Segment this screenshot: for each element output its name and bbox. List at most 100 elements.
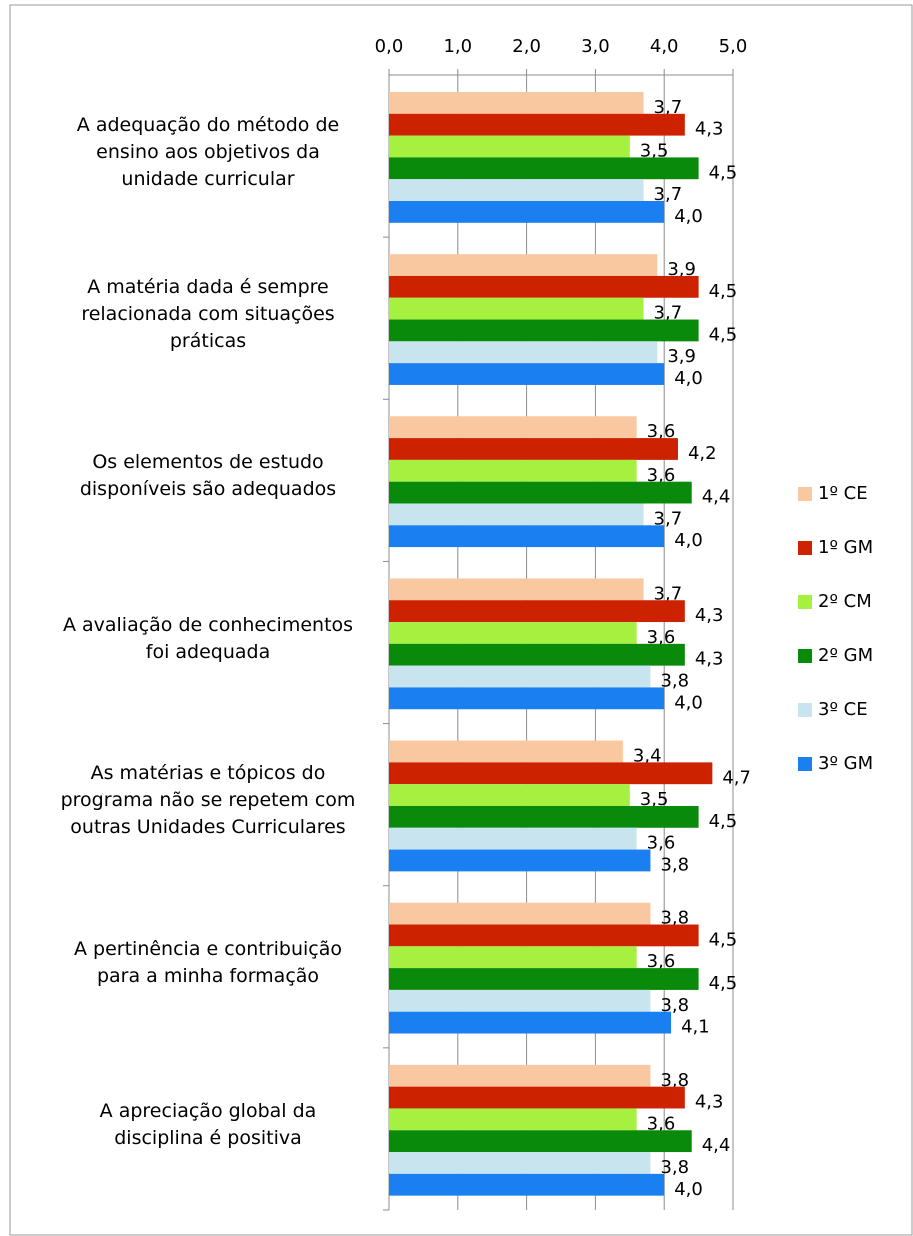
data-label: 4,3 xyxy=(695,119,724,140)
data-label: 4,5 xyxy=(709,162,738,183)
frame xyxy=(9,4,913,1236)
data-label: 3,7 xyxy=(654,303,683,324)
data-label: 3,5 xyxy=(640,141,669,162)
category-label: Os elementos de estudo disponíveis são a… xyxy=(79,451,337,501)
data-label: 3,5 xyxy=(640,789,669,810)
bar xyxy=(389,1152,651,1174)
legend-label: 2º CM xyxy=(818,591,872,612)
bar xyxy=(389,1108,637,1131)
data-label: 4,0 xyxy=(674,692,703,713)
bar xyxy=(389,1173,665,1196)
category-label: A adequação do método de ensino aos obje… xyxy=(76,113,340,190)
legend-label: 2º GM xyxy=(818,645,873,666)
data-label: 3,8 xyxy=(660,1070,689,1091)
data-label: 3,6 xyxy=(647,627,676,648)
data-label: 4,5 xyxy=(709,929,738,950)
data-label: 4,3 xyxy=(695,605,724,626)
bar xyxy=(389,92,644,114)
data-label: 3,7 xyxy=(654,583,683,604)
bar xyxy=(389,1130,692,1153)
bar xyxy=(389,179,644,201)
data-label: 3,7 xyxy=(654,508,683,529)
data-label: 3,9 xyxy=(667,346,696,367)
category-label: A pertinência e contribuição para a minh… xyxy=(74,937,342,987)
x-tick-label: 4,0 xyxy=(650,36,679,57)
bar xyxy=(389,363,665,385)
data-label: 4,0 xyxy=(674,530,703,551)
data-label: 3,8 xyxy=(660,908,689,929)
bar xyxy=(389,135,630,158)
bar xyxy=(389,622,637,644)
bar xyxy=(389,687,665,710)
legend-swatch xyxy=(798,649,812,663)
bar xyxy=(389,341,658,364)
bar xyxy=(389,665,651,688)
legend-swatch xyxy=(798,595,812,609)
legend-label: 1º CE xyxy=(818,483,868,504)
data-label: 4,0 xyxy=(674,1179,703,1200)
data-label: 4,0 xyxy=(674,368,703,389)
bar xyxy=(389,924,699,947)
x-tick-label: 2,0 xyxy=(512,36,541,57)
bar xyxy=(389,902,651,925)
bar xyxy=(389,297,644,320)
bar xyxy=(389,578,644,601)
data-label: 3,8 xyxy=(660,995,689,1016)
data-label: 4,4 xyxy=(702,487,731,508)
x-tick-label: 1,0 xyxy=(443,36,472,57)
bar xyxy=(389,459,637,482)
data-label: 4,2 xyxy=(688,443,717,464)
bar xyxy=(389,762,713,785)
bar xyxy=(389,1064,651,1087)
bar xyxy=(389,113,685,136)
data-label: 3,6 xyxy=(647,1113,676,1134)
bar xyxy=(389,157,699,180)
data-label: 3,7 xyxy=(654,184,683,205)
data-label: 3,6 xyxy=(647,465,676,486)
data-label: 4,4 xyxy=(702,1135,731,1156)
data-label: 3,9 xyxy=(667,259,696,280)
bar xyxy=(389,827,637,850)
bar xyxy=(389,525,665,548)
bar xyxy=(389,740,623,763)
category-label: A matéria dada é sempre relacionada com … xyxy=(81,275,335,352)
data-label: 3,8 xyxy=(660,1157,689,1178)
legend-swatch xyxy=(798,757,812,771)
legend-swatch xyxy=(798,541,812,555)
data-label: 4,5 xyxy=(709,281,738,302)
bar xyxy=(389,1086,685,1109)
data-label: 4,5 xyxy=(709,324,738,345)
bar xyxy=(389,968,699,990)
data-label: 3,4 xyxy=(633,745,662,766)
bar xyxy=(389,1011,672,1034)
category-label: A avaliação de conhecimentos foi adequad… xyxy=(62,613,354,663)
bar xyxy=(389,946,637,969)
legend-swatch xyxy=(798,487,812,501)
bar xyxy=(389,989,651,1012)
data-label: 3,8 xyxy=(660,671,689,692)
bar xyxy=(389,275,699,298)
bar xyxy=(389,849,651,872)
bar xyxy=(389,416,637,439)
bar xyxy=(389,503,644,526)
bar xyxy=(389,254,658,276)
data-label: 3,8 xyxy=(660,854,689,875)
data-label: 4,0 xyxy=(674,206,703,227)
bar xyxy=(389,438,678,460)
bar xyxy=(389,805,699,828)
bar xyxy=(389,643,685,666)
legend-label: 3º GM xyxy=(818,753,873,774)
category-label: A apreciação global da disciplina é posi… xyxy=(99,1099,317,1149)
data-label: 3,6 xyxy=(647,833,676,854)
legend-label: 3º CE xyxy=(818,699,868,720)
data-label: 4,1 xyxy=(681,1017,710,1038)
data-label: 4,5 xyxy=(709,973,738,994)
bar xyxy=(389,600,685,623)
data-label: 4,3 xyxy=(695,649,724,670)
category-label: As matérias e tópicos do programa não se… xyxy=(60,762,356,839)
legend-label: 1º GM xyxy=(818,537,873,558)
x-tick-label: 0,0 xyxy=(375,36,404,57)
data-label: 3,7 xyxy=(654,97,683,118)
x-tick-label: 3,0 xyxy=(581,36,610,57)
